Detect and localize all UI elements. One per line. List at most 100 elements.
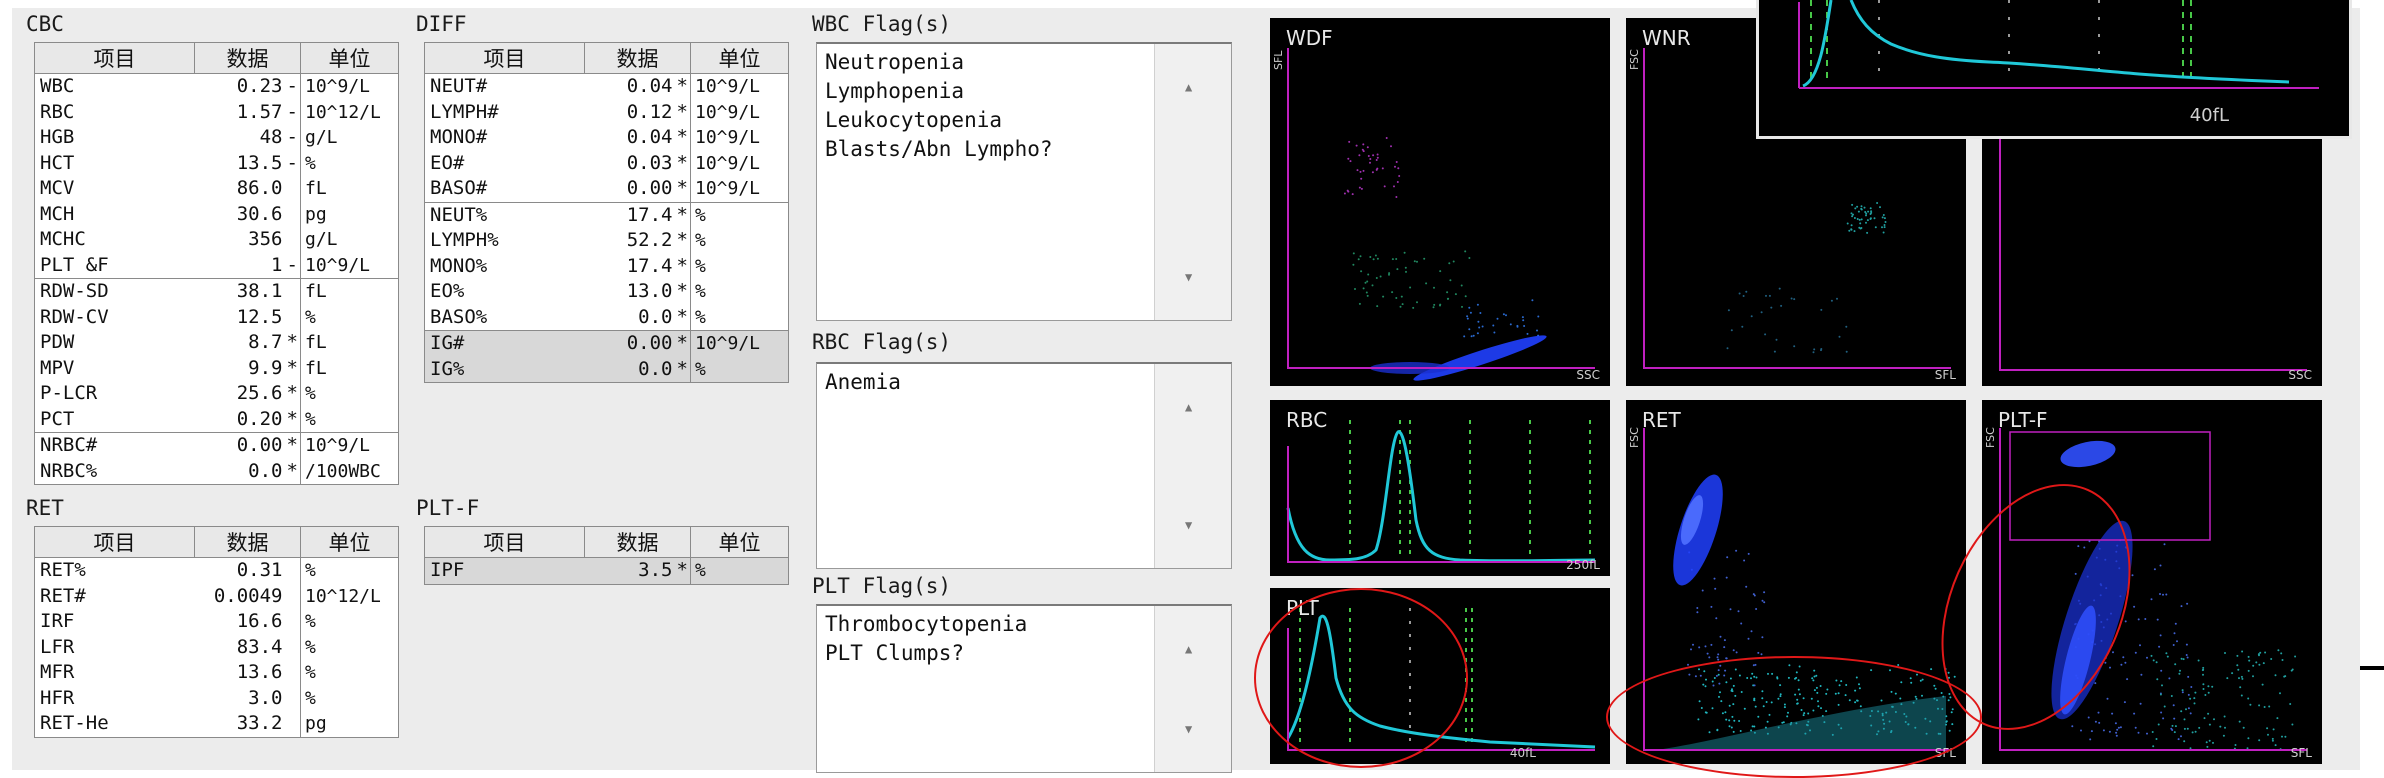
scatter-point [2213, 718, 2215, 721]
scatter-point [2247, 697, 2250, 700]
ret-scattergram[interactable]: RET FSC SFL [1626, 400, 1966, 764]
table-row: NRBC# 0.00 * 10^9/L [34, 432, 399, 459]
scatter-point [1401, 303, 1404, 306]
scatter-point [1343, 192, 1346, 195]
wbc-flags-list[interactable]: Neutropenia Lymphopenia Leukocytopenia Blas… [816, 42, 1232, 321]
rbc-histogram[interactable]: RBC 250fL [1270, 400, 1610, 576]
item-value: 13.0 [626, 280, 673, 303]
plt-flags-list[interactable]: Thrombocytopenia PLT Clumps? ▲ ▼ [816, 604, 1232, 773]
scatter-point [1698, 668, 1700, 671]
scatter-point [1858, 683, 1860, 686]
scroll-down-icon[interactable]: ▼ [1185, 270, 1193, 284]
flag-item: Thrombocytopenia [825, 612, 1028, 636]
scatter-point [1404, 266, 1407, 269]
scatter-point [1771, 672, 1774, 675]
scatter-point [1439, 270, 1442, 273]
scatter-point [1865, 212, 1868, 215]
plt-plot-title: PLT [1286, 596, 1319, 620]
scatter-point [1884, 221, 1887, 223]
scatter-point [1466, 317, 1469, 320]
scatter-point [1468, 257, 1471, 259]
scatter-point [1729, 608, 1732, 611]
scatter-point [1753, 699, 1756, 702]
scatter-point [1516, 325, 1519, 328]
scatter-point [2094, 682, 2097, 685]
scatter-point [1351, 193, 1354, 196]
scatter-point [1933, 684, 1936, 687]
wbc-flags-scrollbar[interactable]: ▲ ▼ [1154, 44, 1231, 320]
scatter-point [2155, 661, 2158, 664]
scatter-point [1716, 656, 1719, 659]
pltf-x-label: SFL [2290, 746, 2312, 760]
scatter-point [2074, 572, 2077, 575]
scatter-point [1846, 222, 1849, 225]
scatter-point [1767, 672, 1769, 675]
scatter-points [1687, 549, 1956, 736]
column-header: 数据 [194, 42, 301, 74]
scatter-point [1820, 707, 1822, 710]
scroll-up-icon[interactable]: ▲ [1185, 400, 1193, 414]
scatter-point [1395, 161, 1398, 163]
scatter-point [2284, 735, 2287, 738]
scatter-point [2208, 723, 2211, 726]
scatter-point [2272, 728, 2275, 731]
scatter-point [1395, 297, 1398, 299]
scatter-point [1845, 350, 1848, 353]
scroll-down-icon[interactable]: ▼ [1185, 518, 1193, 532]
scatter-point [1947, 699, 1950, 702]
table-row: LYMPH# 0.12 * 10^9/L [424, 99, 789, 125]
scatter-point [2181, 691, 2184, 694]
table-row: IRF 16.6% [34, 609, 399, 635]
scatter-point [1391, 258, 1394, 261]
plt-histogram[interactable]: PLT 40fL [1270, 588, 1610, 764]
scatter-point [2146, 732, 2148, 735]
item-flag [285, 584, 301, 610]
item-name: MCHC [34, 227, 195, 253]
scroll-up-icon[interactable]: ▲ [1185, 80, 1193, 94]
scroll-up-icon[interactable]: ▲ [1185, 642, 1193, 656]
plt-flags-scrollbar[interactable]: ▲ ▼ [1154, 606, 1231, 772]
item-value: 0.23 [236, 75, 283, 98]
plt-zoom-histogram[interactable]: 40fL [1756, 0, 2352, 139]
pltf-scattergram[interactable]: PLT-F FSC SFL [1982, 400, 2322, 764]
scatter-point [1813, 348, 1816, 351]
rbc-flags-scrollbar[interactable]: ▲ ▼ [1154, 364, 1231, 568]
scatter-point [2163, 543, 2166, 546]
scatter-point [1388, 273, 1390, 276]
wpc-scattergram[interactable]: SSC [1982, 120, 2322, 386]
scatter-point [2237, 668, 2240, 671]
table-row: MCHC 356 g/L [34, 227, 399, 253]
item-name: BASO# [424, 176, 585, 202]
column-header: 项目 [424, 526, 585, 558]
scatter-point [2240, 675, 2243, 678]
scatter-point [1894, 692, 1897, 695]
scatter-point [1362, 169, 1365, 172]
scatter-point [1464, 250, 1467, 253]
scatter-point [1816, 691, 1819, 694]
scatter-point [1835, 679, 1838, 682]
scatter-point [1782, 721, 1785, 724]
scatter-point [1461, 305, 1463, 308]
table-row: RET% 0.31% [34, 557, 399, 584]
wpc-x-label: SSC [2288, 368, 2312, 382]
scatter-point [1738, 720, 1741, 722]
item-name: NRBC% [34, 458, 195, 485]
scatter-point [1397, 167, 1400, 170]
scatter-point [2238, 720, 2241, 723]
scatter-point [1802, 714, 1805, 717]
wdf-scattergram[interactable]: WDF SFL SSC [1270, 18, 1610, 386]
table-row: EO% 13.0 *% [424, 279, 789, 305]
scatter-point [1880, 699, 1883, 702]
scatter-point [1735, 549, 1738, 552]
rbc-flags-list[interactable]: Anemia ▲ ▼ [816, 362, 1232, 569]
scatter-point [1439, 304, 1441, 307]
scatter-point [2241, 677, 2244, 680]
scatter-point [1479, 312, 1482, 314]
item-flag: * [676, 280, 688, 303]
scatter-point [1372, 154, 1375, 157]
item-value: 30.6 [236, 202, 283, 225]
column-header: 单位 [300, 42, 399, 74]
scroll-down-icon[interactable]: ▼ [1185, 722, 1193, 736]
scatter-point [2109, 666, 2111, 669]
scatter-point [1783, 703, 1786, 706]
